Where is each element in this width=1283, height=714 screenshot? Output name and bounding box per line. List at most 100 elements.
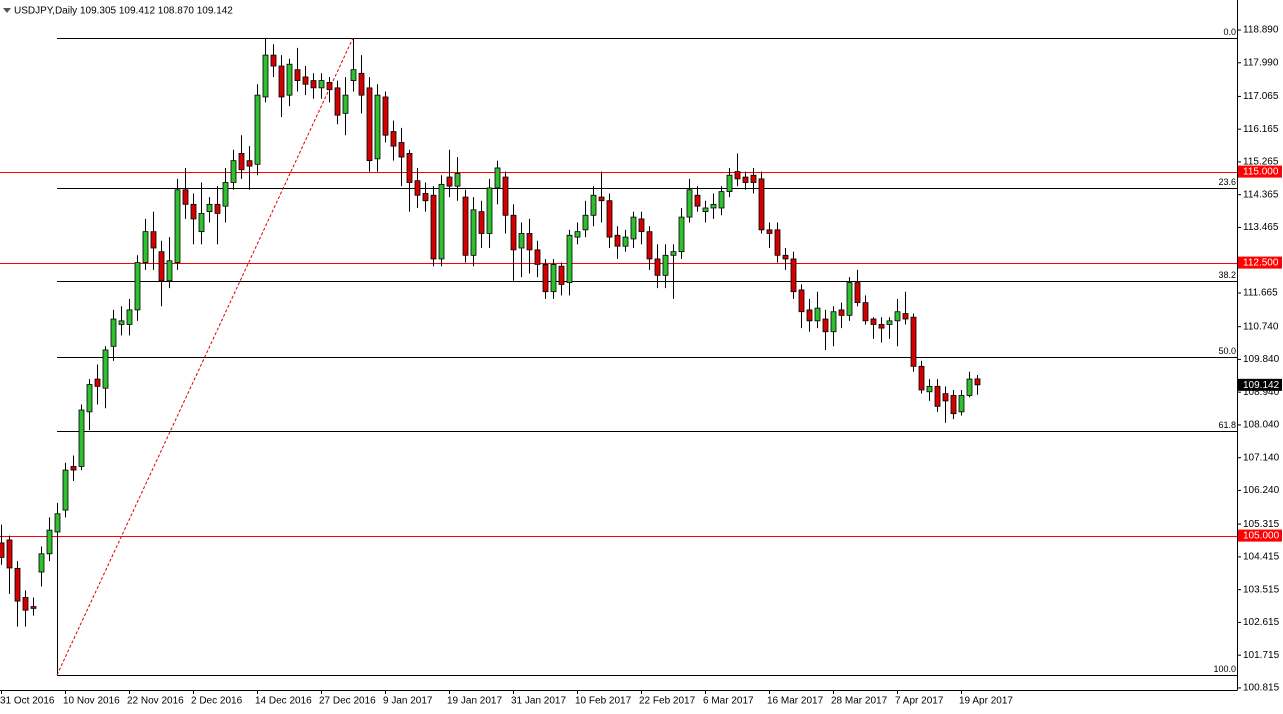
candle-body — [790, 258, 797, 293]
candle-body — [846, 282, 853, 316]
candle-body — [622, 236, 629, 247]
x-tick-label: 22 Feb 2017 — [639, 696, 696, 707]
candle-body — [766, 229, 773, 234]
candle-body — [334, 87, 341, 116]
y-tick-label: 115.265 — [1243, 157, 1279, 168]
candle-body — [6, 539, 13, 569]
candle-body — [702, 207, 709, 213]
candle-body — [158, 251, 165, 282]
candle-body — [742, 176, 749, 183]
candle-body — [414, 180, 421, 196]
candle-body — [262, 54, 269, 98]
y-tick-label: 107.140 — [1243, 452, 1280, 463]
candle-body — [886, 320, 893, 325]
candle-body — [150, 231, 157, 249]
y-tick-label: 110.740 — [1243, 321, 1279, 332]
symbol-icon — [3, 8, 11, 13]
candle-body — [694, 194, 701, 207]
candle-body — [246, 160, 253, 167]
candle-body — [686, 189, 693, 218]
x-tick-label: 19 Jan 2017 — [447, 696, 502, 707]
candle-body — [894, 311, 901, 322]
candle-body — [462, 196, 469, 256]
candle-body — [638, 218, 645, 233]
candle-body — [446, 176, 453, 187]
y-tick-label: 103.515 — [1243, 584, 1280, 595]
candle-body — [310, 80, 317, 89]
candle-body — [550, 264, 557, 293]
candle-body — [726, 174, 733, 193]
candle-body — [558, 265, 565, 285]
candle-body — [22, 597, 29, 611]
candle-body — [582, 214, 589, 231]
candle-body — [454, 173, 461, 187]
candle-body — [870, 318, 877, 325]
candle-body — [110, 318, 117, 347]
y-tick-label: 108.040 — [1243, 420, 1280, 431]
candle-body — [70, 466, 77, 471]
candle-body — [342, 94, 349, 114]
x-tick-label: 9 Jan 2017 — [383, 696, 433, 707]
candle-body — [854, 282, 861, 304]
candle-body — [926, 385, 933, 393]
candle-body — [670, 251, 677, 256]
candle-body — [350, 69, 357, 81]
candle-body — [862, 302, 869, 322]
x-tick-label: 28 Mar 2017 — [831, 696, 888, 707]
candle-body — [86, 384, 93, 413]
fib-level-label: 23.6 — [1218, 177, 1236, 187]
x-tick-label: 10 Feb 2017 — [575, 696, 632, 707]
candle-body — [318, 80, 325, 89]
candle-body — [654, 258, 661, 276]
x-tick-label: 7 Apr 2017 — [895, 696, 944, 707]
candle-body — [94, 378, 101, 387]
candle-body — [382, 96, 389, 136]
candle-body — [950, 395, 957, 415]
candle-body — [662, 254, 669, 276]
y-tick-label: 109.840 — [1243, 354, 1280, 365]
candle-body — [678, 216, 685, 253]
candle-body — [254, 94, 261, 165]
candle-body — [102, 349, 109, 389]
candle-body — [438, 183, 445, 260]
candle-body — [326, 82, 333, 91]
y-tick-label: 105.315 — [1243, 519, 1280, 530]
fib-level-label: 61.8 — [1218, 420, 1236, 430]
y-tick-label: 106.240 — [1243, 485, 1280, 496]
y-tick-label: 117.990 — [1243, 57, 1279, 68]
level-price-label: 105.000 — [1243, 531, 1280, 542]
candle-body — [966, 378, 973, 396]
candle-body — [798, 289, 805, 313]
candle-body — [230, 160, 237, 183]
candle-body — [222, 182, 229, 207]
candle-body — [166, 260, 173, 282]
candle-body — [734, 171, 741, 180]
x-tick-label: 6 Mar 2017 — [703, 696, 754, 707]
x-tick-label: 14 Dec 2016 — [255, 696, 312, 707]
candle-body — [878, 324, 885, 329]
x-tick-label: 31 Oct 2016 — [0, 696, 55, 707]
candle-body — [614, 234, 621, 247]
y-tick-label: 117.065 — [1243, 91, 1279, 102]
y-tick-label: 114.365 — [1243, 189, 1279, 200]
level-price-box — [1238, 529, 1282, 542]
candle-body — [830, 311, 837, 333]
y-tick-label: 111.665 — [1243, 288, 1278, 299]
y-tick-label: 100.815 — [1243, 683, 1280, 694]
candle-body — [422, 193, 429, 202]
candle-body — [182, 189, 189, 205]
y-tick-label: 102.615 — [1243, 617, 1280, 628]
candle-body — [366, 87, 373, 162]
candle-body — [238, 152, 245, 171]
candle-body — [38, 553, 45, 573]
candle-body — [918, 365, 925, 391]
candle-body — [974, 378, 981, 386]
candle-body — [214, 203, 221, 214]
last-price-box — [1238, 378, 1282, 391]
candle-body — [718, 191, 725, 209]
candle-body — [398, 142, 405, 158]
fib-level-label: 0.0 — [1223, 27, 1236, 37]
candle-body — [270, 54, 277, 67]
y-tick-label: 104.415 — [1243, 552, 1280, 563]
